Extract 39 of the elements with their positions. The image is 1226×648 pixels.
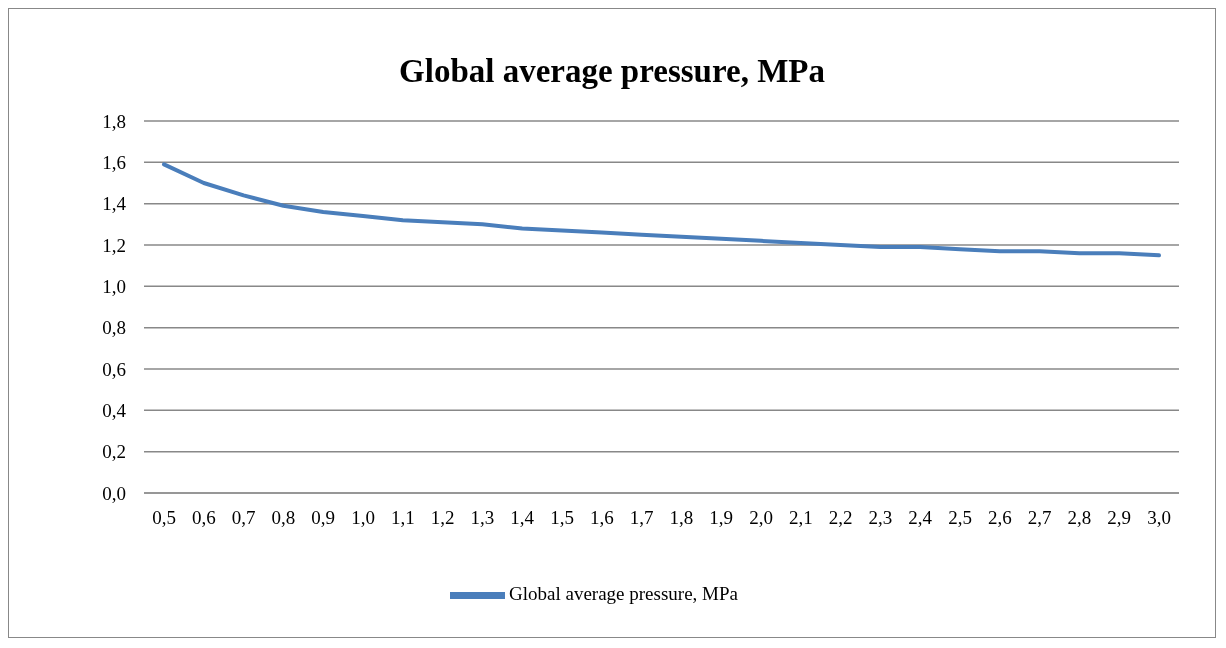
y-tick-label: 0,6 (102, 358, 126, 380)
x-tick-label: 2,6 (987, 507, 1012, 529)
x-tick-label: 0,6 (191, 507, 216, 529)
x-tick-label: 2,2 (828, 507, 853, 529)
line-series (162, 162, 1161, 258)
x-tick-label: 0,9 (311, 507, 336, 529)
x-tick-label: 2,0 (749, 507, 773, 529)
x-tick-label: 0,8 (271, 507, 296, 529)
x-tick-label: 1,8 (669, 507, 694, 529)
y-tick-label: 1,8 (102, 110, 126, 132)
x-tick-label: 1,2 (430, 507, 455, 529)
x-tick-label: 2,1 (788, 507, 813, 529)
x-tick-label: 1,0 (351, 507, 375, 529)
x-tick-label: 1,5 (550, 507, 574, 529)
x-tick-label: 2,3 (868, 507, 893, 529)
x-tick-label: 2,9 (1107, 507, 1132, 529)
x-tick-label: 0,7 (231, 507, 256, 529)
x-tick-label: 2,5 (948, 507, 972, 529)
x-tick-label: 1,6 (589, 507, 614, 529)
y-tick-label: 0,2 (102, 441, 126, 463)
x-tick-label: 2,8 (1067, 507, 1092, 529)
y-tick-label: 0,0 (102, 482, 126, 504)
x-tick-label: 1,9 (709, 507, 734, 529)
x-tick-label: 1,1 (390, 507, 415, 529)
x-tick-label: 3,0 (1147, 507, 1171, 529)
y-tick-label: 1,0 (102, 276, 126, 298)
x-tick-label: 1,4 (510, 507, 535, 529)
y-tick-label: 1,6 (102, 152, 126, 174)
x-tick-label: 1,7 (629, 507, 654, 529)
x-tick-label: 2,4 (908, 507, 933, 529)
y-tick-label: 1,4 (102, 193, 127, 215)
chart-title: Global average pressure, MPa (398, 53, 826, 91)
x-tick-label: 0,5 (152, 507, 176, 529)
y-tick-label: 0,4 (102, 400, 127, 422)
y-tick-label: 1,2 (102, 234, 126, 256)
legend-label: Global average pressure, MPa (509, 582, 738, 604)
x-tick-label: 1,3 (470, 507, 495, 529)
x-tick-label: 2,7 (1027, 507, 1052, 529)
y-tick-label: 0,8 (102, 317, 126, 339)
